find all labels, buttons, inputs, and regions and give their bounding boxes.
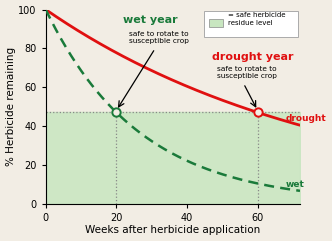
Text: = safe herbicide: = safe herbicide xyxy=(228,13,285,19)
FancyBboxPatch shape xyxy=(204,11,297,37)
X-axis label: Weeks after herbicide application: Weeks after herbicide application xyxy=(85,225,261,235)
Bar xyxy=(209,19,223,27)
Text: wet: wet xyxy=(286,180,305,189)
Text: drought year: drought year xyxy=(212,52,293,62)
Y-axis label: % Herbicide remaining: % Herbicide remaining xyxy=(6,47,16,166)
Text: safe to rotate to
susceptible crop: safe to rotate to susceptible crop xyxy=(129,31,189,44)
Text: drought: drought xyxy=(286,114,327,123)
Text: residue level: residue level xyxy=(228,20,272,26)
Text: wet year: wet year xyxy=(124,15,178,25)
Text: safe to rotate to
susceptible crop: safe to rotate to susceptible crop xyxy=(217,66,277,79)
